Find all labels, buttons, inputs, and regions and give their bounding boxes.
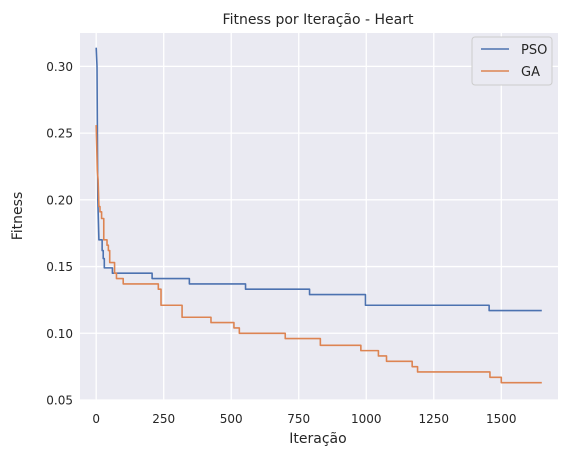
x-tick-label: 1250: [419, 412, 450, 426]
y-axis-label: Fitness: [10, 192, 26, 241]
y-tick-label: 0.25: [46, 127, 73, 141]
plot-area: [80, 33, 558, 400]
y-tick-label: 0.30: [46, 60, 73, 74]
x-tick-label: 750: [287, 412, 310, 426]
legend-label-ga: GA: [521, 65, 540, 80]
x-tick-label: 0: [92, 412, 100, 426]
series-lines: [95, 47, 542, 384]
x-tick-labels: 0 250 500 750 1000 1250 1500: [92, 412, 516, 426]
x-tick-label: 500: [220, 412, 243, 426]
legend-label-pso: PSO: [521, 43, 547, 58]
y-tick-label: 0.20: [46, 193, 73, 207]
y-tick-label: 0.10: [46, 327, 73, 341]
legend: PSO GA: [471, 36, 553, 86]
y-tick-label: 0.15: [46, 260, 73, 274]
series-line-pso: [95, 47, 542, 312]
y-tick-label: 0.05: [46, 394, 73, 408]
y-tick-labels: 0.05 0.10 0.15 0.20 0.25 0.30: [46, 60, 73, 408]
x-axis-label: Iteração: [289, 431, 346, 447]
x-tick-label: 250: [152, 412, 175, 426]
x-tick-label: 1500: [486, 412, 517, 426]
series-line-ga: [95, 125, 542, 384]
chart-title: Fitness por Iteração - Heart: [223, 12, 414, 28]
x-tick-label: 1000: [351, 412, 382, 426]
